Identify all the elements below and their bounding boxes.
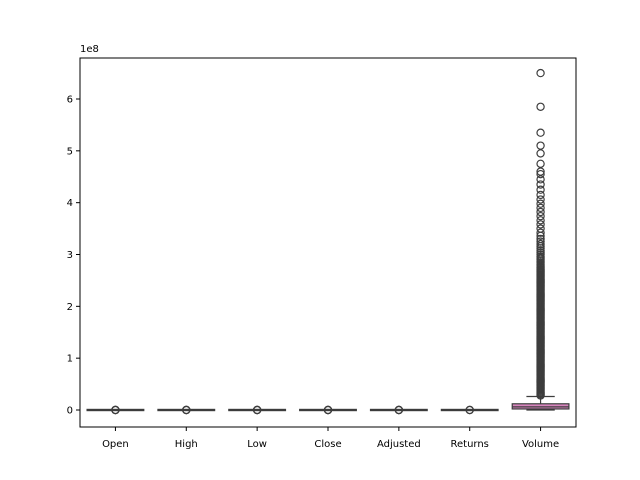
y-tick-label: 4 [67,198,73,209]
outlier-point [536,239,545,249]
outlier-point [536,234,545,244]
x-tick-label: Low [247,439,267,450]
box-returns [440,405,499,415]
y-tick-label: 2 [67,302,73,313]
outlier-point [536,195,545,204]
outlier-point [536,102,545,111]
outlier-point [536,224,545,233]
outlier-point [536,185,545,194]
outlier-point [536,68,545,78]
y-tick-label: 0 [67,406,73,417]
y-tick-label: 6 [67,95,73,106]
box-adjusted [369,405,428,415]
outlier-point [182,405,191,415]
outlier-point [536,169,545,179]
outlier-point [536,237,545,246]
y-axis: 0 1 2 3 4 5 6 [67,95,80,417]
outlier-point [536,190,545,200]
x-tick-label: Close [314,439,341,450]
x-tick-label: Volume [522,439,559,450]
outlier-point [323,405,333,415]
box-close [299,405,357,415]
y-tick-label: 3 [67,250,73,261]
plot-area [86,68,570,415]
x-tick-label: High [175,439,198,450]
outlier-point [111,405,120,415]
box-low [228,405,287,415]
x-tick-label: Adjusted [377,439,421,450]
x-tick-label: Returns [451,439,489,450]
y-offset-label: 1e8 [80,44,99,55]
outlier-point [394,405,404,415]
outlier-point [536,211,545,221]
box-high [157,405,216,415]
x-tick-label: Open [102,439,129,450]
outlier-point [536,199,545,208]
outlier-point [252,405,262,415]
outlier-point [536,207,545,217]
y-tick-label: 1 [67,354,73,365]
y-tick-label: 5 [67,146,73,157]
outlier-point [536,128,545,137]
outlier-point [536,203,545,213]
outlier-point [536,141,545,150]
outlier-point [536,159,545,168]
x-axis: Open High Low Close Adjusted Returns Volume [102,427,559,450]
outlier-point [536,180,545,189]
outlier-point [536,216,545,225]
box-volume [511,68,570,411]
outlier-point [536,220,545,229]
outlier-point [465,405,474,415]
outlier-point [536,228,545,237]
box-open [86,405,145,415]
